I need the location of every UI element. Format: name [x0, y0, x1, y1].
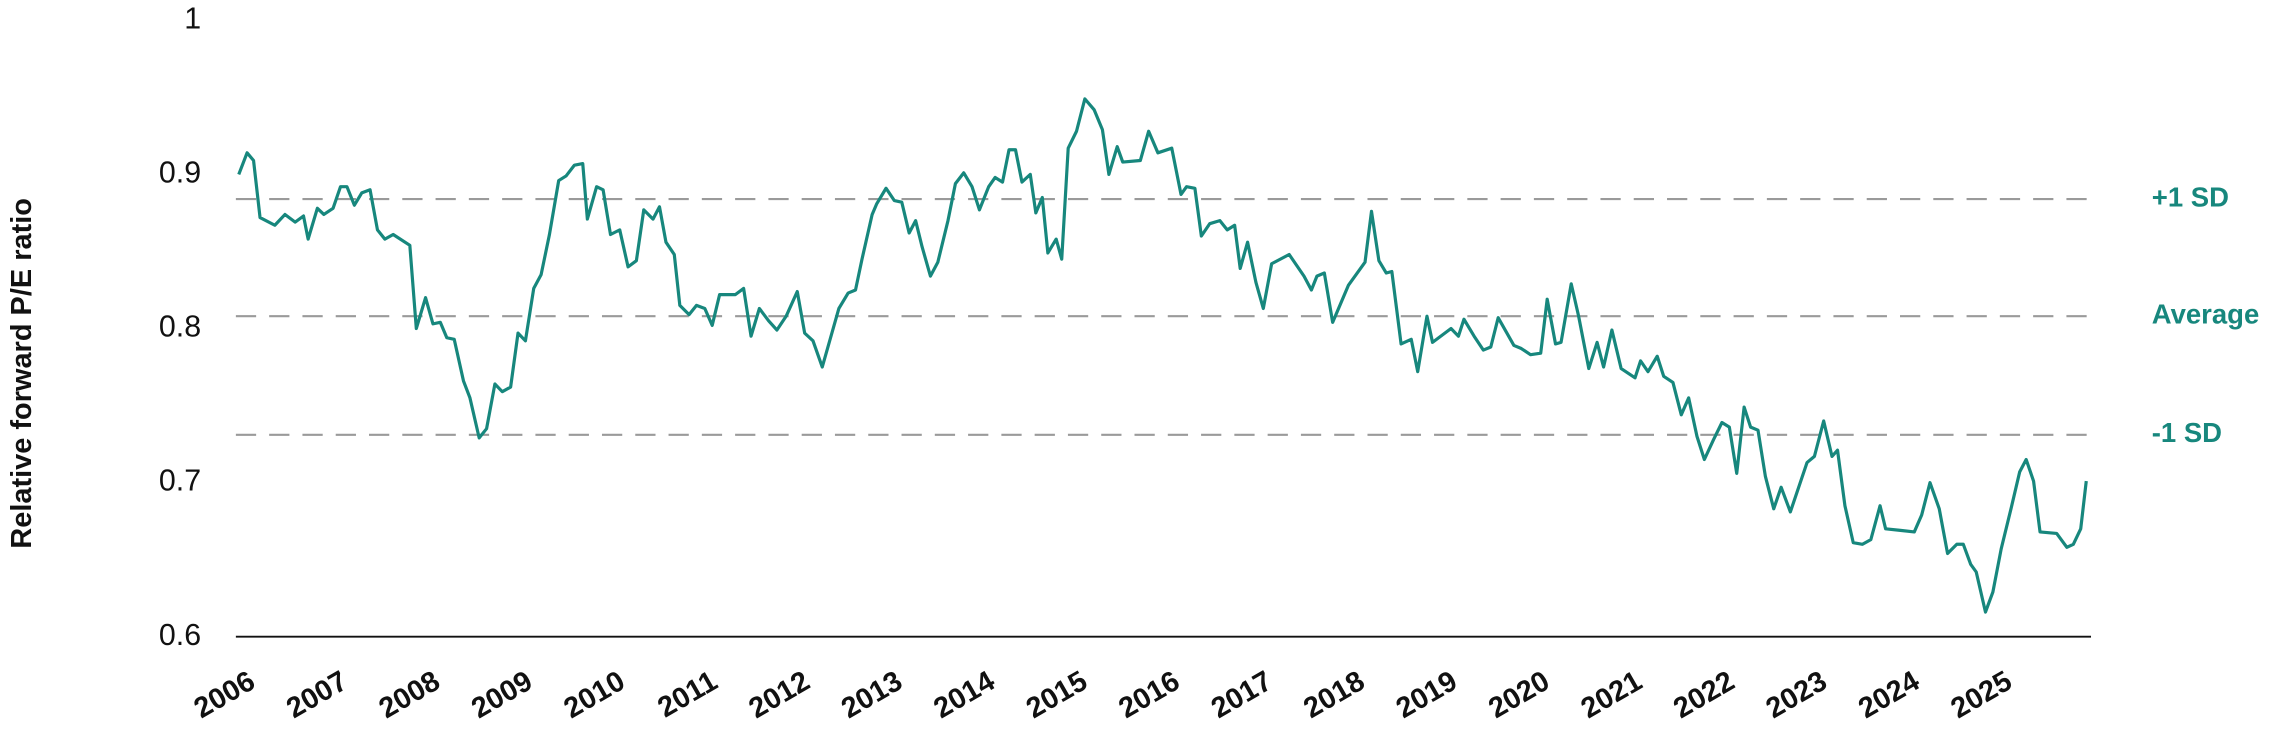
x-tick-label: 2015 — [1021, 665, 1093, 725]
x-tick-label: 2018 — [1298, 665, 1370, 725]
x-tick-label: 2022 — [1668, 665, 1740, 725]
x-tick-label: 2016 — [1113, 665, 1185, 725]
y-axis-title: Relative forward P/E ratio — [6, 198, 38, 549]
x-tick-label: 2008 — [374, 665, 446, 725]
y-tick-label: 0.8 — [159, 310, 201, 344]
y-tick-label: 0.7 — [159, 464, 201, 498]
data-line — [237, 97, 2088, 614]
x-tick-label: 2020 — [1483, 665, 1555, 725]
reference-label: +1 SD — [2152, 181, 2229, 212]
x-tick-label: 2021 — [1576, 665, 1648, 725]
y-tick-label: 0.6 — [159, 618, 201, 652]
x-tick-label: 2023 — [1761, 665, 1833, 725]
reference-label: -1 SD — [2152, 417, 2222, 448]
x-tick-label: 2025 — [1946, 665, 2018, 725]
x-tick-label: 2010 — [559, 665, 631, 725]
x-tick-label: 2024 — [1853, 665, 1925, 725]
x-tick-label: 2012 — [744, 665, 816, 725]
x-tick-label: 2017 — [1206, 665, 1278, 725]
x-tick-label: 2009 — [466, 665, 538, 725]
x-tick-label: 2014 — [929, 665, 1001, 725]
y-tick-label: 1 — [184, 1, 201, 35]
x-tick-label: 2013 — [836, 665, 908, 725]
x-tick-label: 2011 — [653, 665, 723, 724]
y-tick-label: 0.9 — [159, 155, 201, 189]
x-tick-label: 2007 — [281, 665, 353, 725]
x-tick-label: 2006 — [189, 665, 261, 725]
x-tick-label: 2019 — [1391, 665, 1463, 725]
reference-label: Average — [2152, 298, 2259, 329]
